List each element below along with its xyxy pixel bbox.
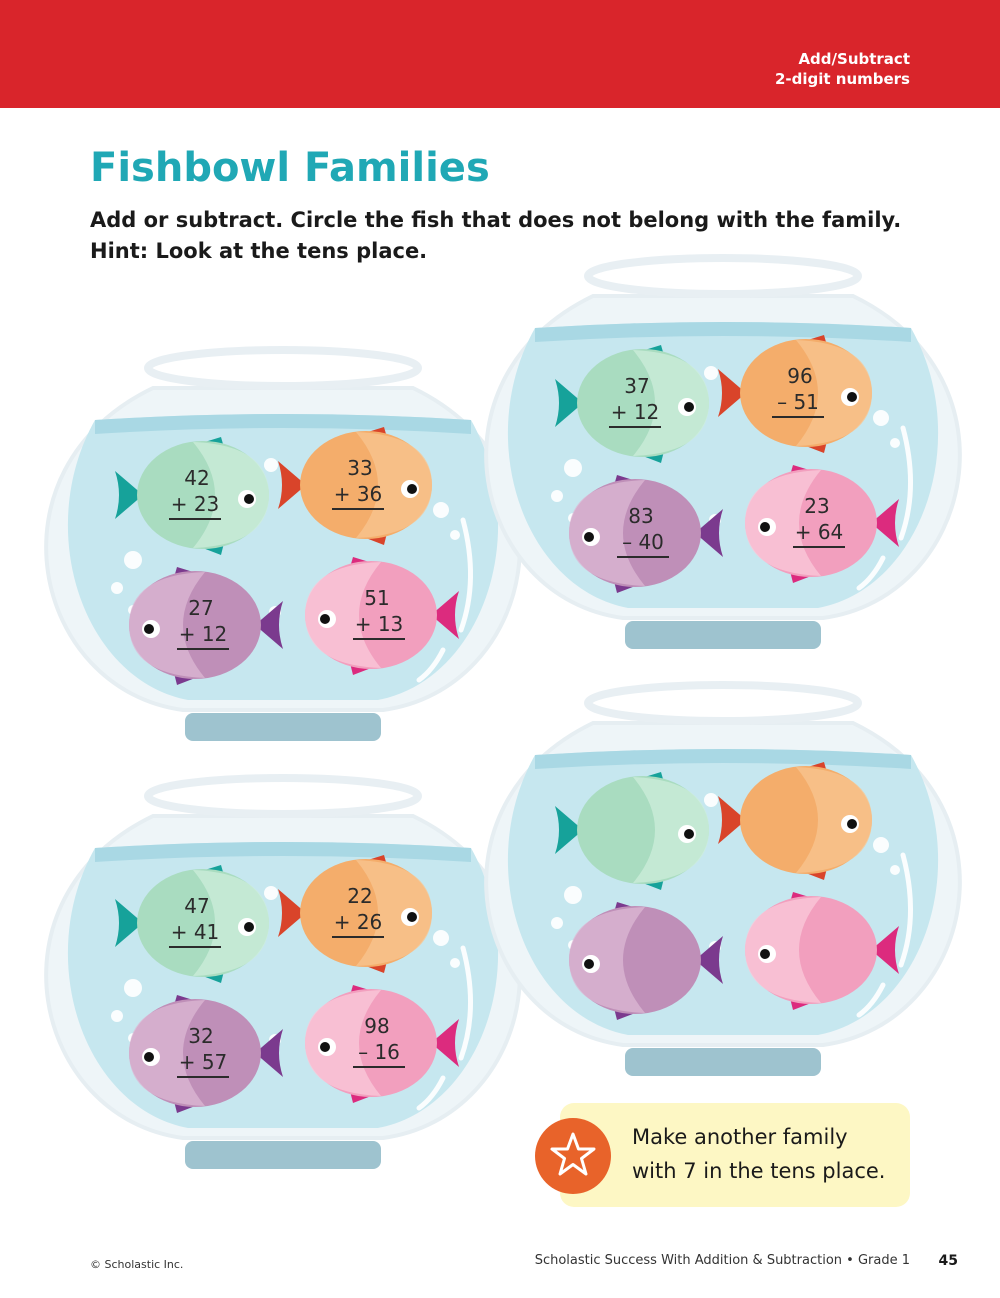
- fish-number-bottom: + 41: [171, 920, 220, 944]
- fish-green: [555, 772, 709, 890]
- bubble: [264, 458, 278, 472]
- fish-purple: [569, 902, 723, 1020]
- fish-number-bottom: – 16: [358, 1040, 400, 1064]
- fish-number-top: 83: [628, 504, 653, 528]
- topic-label: Add/Subtract 2-digit numbers: [775, 49, 910, 89]
- instructions: Add or subtract. Circle the fish that do…: [90, 205, 950, 267]
- callout-text: Make another family with 7 in the tens p…: [632, 1120, 902, 1188]
- fish-number-top: 96: [787, 364, 812, 388]
- page-title: Fishbowl Families: [90, 145, 490, 191]
- bowl-stand: [185, 713, 381, 741]
- fish-green: 47+ 41: [115, 865, 269, 983]
- fish-orange: 33+ 36: [278, 427, 432, 545]
- fishbowl-4: [484, 681, 962, 1076]
- bubble: [124, 551, 142, 569]
- fish-number-bottom: + 12: [611, 400, 660, 424]
- fish-number-top: 23: [804, 494, 829, 518]
- fish-orange: [718, 762, 872, 880]
- fish-number-bottom: – 40: [622, 530, 664, 554]
- fish-number-top: 51: [364, 586, 389, 610]
- copyright: © Scholastic Inc.: [90, 1258, 184, 1271]
- topic-line-1: Add/Subtract: [798, 50, 910, 68]
- fish-orange: 22+ 26: [278, 855, 432, 973]
- fish-pink: [745, 892, 899, 1010]
- bubble: [551, 490, 563, 502]
- fish-purple: 27+ 12: [129, 567, 283, 685]
- bubble: [433, 930, 449, 946]
- callout-line-2: with 7 in the tens place.: [632, 1159, 886, 1183]
- challenge-callout: [560, 1103, 910, 1207]
- fish-pink: 23+ 64: [745, 465, 899, 583]
- fish-number-top: 37: [624, 374, 649, 398]
- bowl-stand: [625, 1048, 821, 1076]
- fish-pink: 51+ 13: [305, 557, 459, 675]
- bubble: [450, 530, 460, 540]
- fish-green: 37+ 12: [555, 345, 709, 463]
- fish-number-bottom: + 64: [795, 520, 844, 544]
- fish-number-top: 32: [188, 1024, 213, 1048]
- bubble: [890, 438, 900, 448]
- fish-number-top: 98: [364, 1014, 389, 1038]
- fish-purple: 32+ 57: [129, 995, 283, 1113]
- fish-number-top: 22: [347, 884, 372, 908]
- fish-pink: 98– 16: [305, 985, 459, 1103]
- bubble: [124, 979, 142, 997]
- bubble: [264, 886, 278, 900]
- fish-number-bottom: + 36: [334, 482, 383, 506]
- fish-purple: 83– 40: [569, 475, 723, 593]
- fish-number-top: 42: [184, 466, 209, 490]
- instructions-line-2: Hint: Look at the tens place.: [90, 239, 428, 263]
- bubble: [704, 793, 718, 807]
- bubble: [564, 886, 582, 904]
- fish-orange: 96– 51: [718, 335, 872, 453]
- fish-number-top: 27: [188, 596, 213, 620]
- header-banner: Add/Subtract 2-digit numbers: [0, 0, 1000, 108]
- fish-number-bottom: + 26: [334, 910, 383, 934]
- bowl-stand: [185, 1141, 381, 1169]
- star-icon: [535, 1118, 611, 1194]
- bubble: [704, 366, 718, 380]
- fish-number-top: 47: [184, 894, 209, 918]
- fish-green: 42+ 23: [115, 437, 269, 555]
- callout-line-1: Make another family: [632, 1125, 848, 1149]
- instructions-line-1: Add or subtract. Circle the fish that do…: [90, 208, 902, 232]
- page-number: 45: [938, 1253, 958, 1269]
- bowl-stand: [625, 621, 821, 649]
- bubble: [551, 917, 563, 929]
- bubble: [873, 410, 889, 426]
- bubble: [111, 1010, 123, 1022]
- fish-number-bottom: + 13: [355, 612, 404, 636]
- bubble: [433, 502, 449, 518]
- bubble: [111, 582, 123, 594]
- fish-number-top: 33: [347, 456, 372, 480]
- book-title: Scholastic Success With Addition & Subtr…: [534, 1253, 910, 1268]
- bubble: [890, 865, 900, 875]
- fish-number-bottom: + 23: [171, 492, 220, 516]
- fish-number-bottom: + 12: [179, 622, 228, 646]
- bubble: [450, 958, 460, 968]
- fish-number-bottom: – 51: [777, 390, 819, 414]
- fish-number-bottom: + 57: [179, 1050, 228, 1074]
- bubble: [873, 837, 889, 853]
- bubble: [564, 459, 582, 477]
- topic-line-2: 2-digit numbers: [774, 70, 910, 88]
